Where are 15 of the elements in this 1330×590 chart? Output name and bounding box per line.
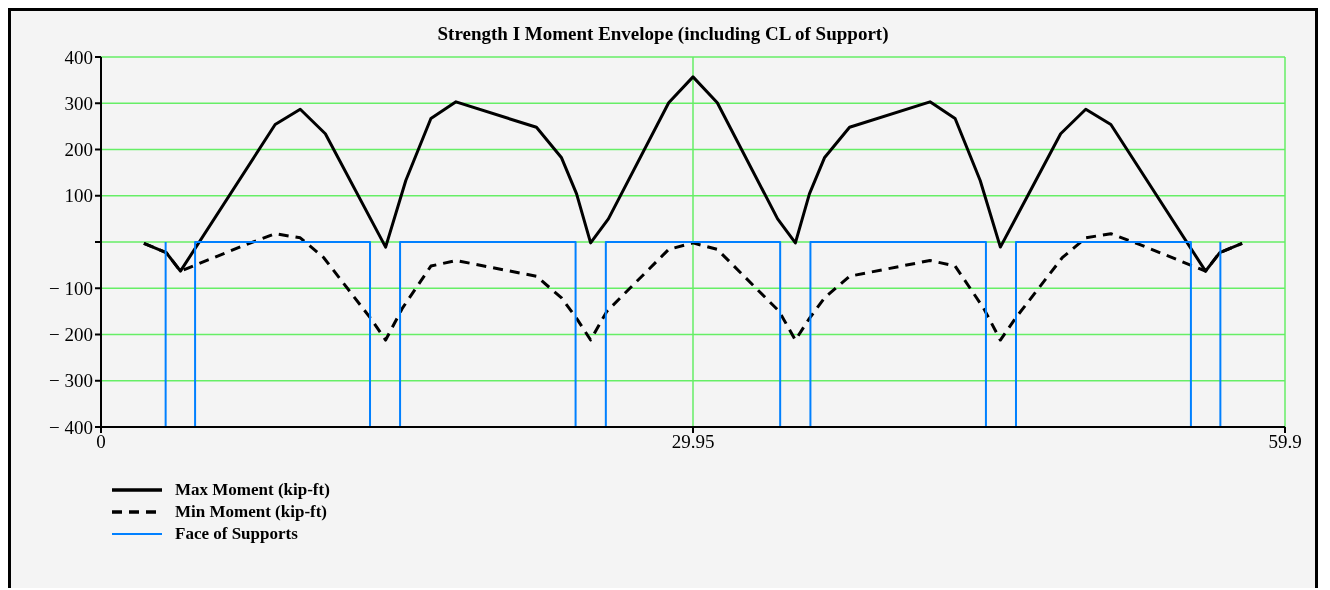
y-tick-label: 400 xyxy=(64,46,93,68)
legend-label: Face of Supports xyxy=(175,524,298,544)
x-tick-label: 29.95 xyxy=(671,431,715,453)
y-tick-label: 100 xyxy=(64,185,93,207)
y-tick-label: 300 xyxy=(64,92,93,114)
y-tick-label: − 100 xyxy=(49,277,93,299)
chart-title: Strength I Moment Envelope (including CL of Support) xyxy=(437,23,889,44)
y-tick-label: − 300 xyxy=(49,370,93,392)
y-tick-label: − 200 xyxy=(49,324,93,346)
y-tick-label: − 400 xyxy=(49,416,93,438)
y-tick-label: 200 xyxy=(64,139,93,161)
x-tick-label: 0 xyxy=(96,431,106,453)
legend-label: Min Moment (kip-ft) xyxy=(175,502,328,522)
x-tick-label: 59.9 xyxy=(1268,431,1302,453)
legend-label: Max Moment (kip-ft) xyxy=(175,480,330,500)
